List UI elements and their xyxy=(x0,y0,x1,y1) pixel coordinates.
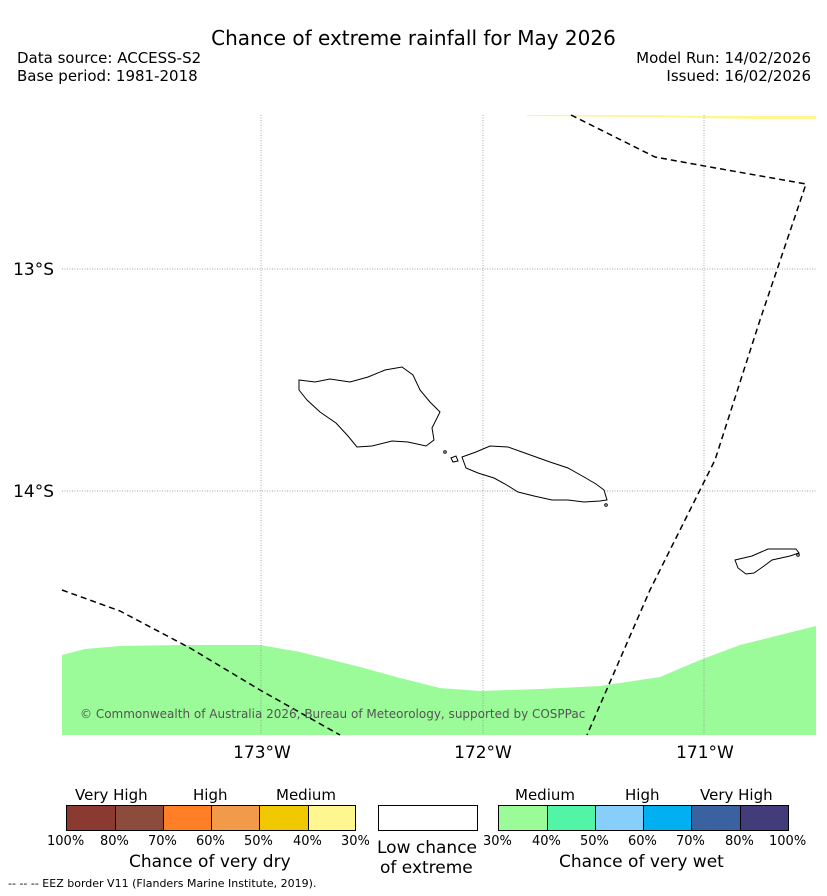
dry-area-top xyxy=(527,115,816,119)
dry-very-high-label: Very High xyxy=(75,786,148,804)
dry-swatch-100-80 xyxy=(66,805,116,831)
gridlines xyxy=(62,115,816,735)
islands xyxy=(298,366,800,575)
dry-legend-title: Chance of very dry xyxy=(129,852,291,872)
wet-tick-80: 80% xyxy=(725,834,754,849)
wet-tick-40: 40% xyxy=(532,834,561,849)
lat-label-14s: 14°S xyxy=(13,482,54,502)
wet-tick-30: 30% xyxy=(483,834,512,849)
savaii-island xyxy=(298,366,441,448)
low-chance-line2: of extreme xyxy=(380,858,473,878)
low-chance-line1: Low chance xyxy=(377,838,477,858)
dry-swatch-50-40 xyxy=(259,805,309,831)
dry-tick-100: 100% xyxy=(47,834,85,849)
data-source: Data source: ACCESS-S2 xyxy=(17,49,202,67)
copyright-note: © Commonwealth of Australia 2026, Bureau… xyxy=(80,707,585,721)
eez-border xyxy=(61,114,807,736)
wet-swatch-70-80 xyxy=(691,805,741,831)
wet-tick-50: 50% xyxy=(580,834,609,849)
lon-label-171w: 171°W xyxy=(676,743,734,763)
wet-tick-100: 100% xyxy=(769,834,807,849)
eez-note: -- -- -- EEZ border V11 (Flanders Marine… xyxy=(8,877,317,890)
issued-date: Issued: 16/02/2026 xyxy=(666,67,811,85)
wet-swatch-30-40 xyxy=(498,805,548,831)
wet-swatch-80-100 xyxy=(740,805,789,831)
dry-tick-60: 60% xyxy=(196,834,225,849)
map-title: Chance of extreme rainfall for May 2026 xyxy=(211,26,616,50)
wet-very-high-label: Very High xyxy=(700,786,773,804)
base-period: Base period: 1981-2018 xyxy=(17,67,198,85)
tutuila-island xyxy=(734,548,800,575)
upolu-island xyxy=(461,445,608,503)
dry-tick-50: 50% xyxy=(244,834,273,849)
wet-legend-title: Chance of very wet xyxy=(559,852,724,872)
dry-high-label: High xyxy=(193,786,228,804)
wet-swatch-40-50 xyxy=(547,805,596,831)
low-chance-swatch xyxy=(378,805,478,831)
dry-swatch-80-70 xyxy=(115,805,164,831)
manono-island xyxy=(450,455,459,463)
wet-area xyxy=(62,626,816,735)
wet-swatch-50-60 xyxy=(595,805,644,831)
dry-tick-70: 70% xyxy=(148,834,177,849)
wet-high-label: High xyxy=(625,786,660,804)
dry-swatch-40-30 xyxy=(308,805,356,831)
wet-medium-label: Medium xyxy=(515,786,575,804)
lat-label-13s: 13°S xyxy=(13,260,54,280)
lon-label-172w: 172°W xyxy=(454,743,512,763)
dry-swatch-60-50 xyxy=(211,805,260,831)
model-run: Model Run: 14/02/2026 xyxy=(636,49,811,67)
wet-tick-70: 70% xyxy=(676,834,705,849)
dry-tick-40: 40% xyxy=(293,834,322,849)
dry-swatch-70-60 xyxy=(163,805,212,831)
wet-swatch-60-70 xyxy=(643,805,692,831)
dry-tick-80: 80% xyxy=(100,834,129,849)
lon-label-173w: 173°W xyxy=(233,743,291,763)
dry-medium-label: Medium xyxy=(276,786,336,804)
wet-tick-60: 60% xyxy=(628,834,657,849)
dry-tick-30: 30% xyxy=(341,834,370,849)
